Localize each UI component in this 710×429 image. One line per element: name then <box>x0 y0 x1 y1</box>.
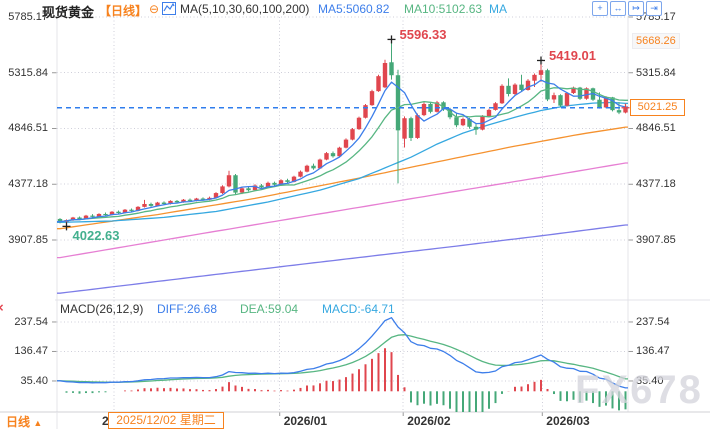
chart-icon[interactable] <box>162 2 176 20</box>
y-axis-label: 5315.84 <box>8 67 48 79</box>
macd-axis-label: 35.40 <box>636 375 664 387</box>
low-price-annotation: 4022.63 <box>72 228 120 244</box>
macd-axis-label: 237.54 <box>14 316 48 328</box>
scroll-latest-icon[interactable]: ↦ <box>628 1 644 16</box>
macd-value: MACD:-64.71 <box>322 302 395 316</box>
period-label: 日线 <box>6 415 31 429</box>
macd-diff-value: DIFF:26.68 <box>157 302 218 316</box>
ma5-value: MA5:5060.82 <box>318 2 390 16</box>
ma10-value: MA10:5102.63 <box>404 2 483 16</box>
period-selector[interactable]: 日线 ▲ <box>6 413 42 429</box>
y-axis-label: 3907.85 <box>8 234 48 246</box>
period-tag: 【日线】 <box>99 4 148 18</box>
high-price-annotation: 5596.33 <box>399 27 447 43</box>
ma-settings-label: MA(5,10,30,60,100,200) <box>180 2 310 16</box>
chart-toolbar: + ↔ ↦ ⇥ <box>592 1 662 16</box>
y-axis-label: 4377.18 <box>8 178 48 190</box>
y-axis-label: 3907.85 <box>636 234 676 246</box>
crosshair-icon[interactable]: + <box>592 1 608 16</box>
fit-width-icon[interactable]: ↔ <box>610 1 626 16</box>
high-price-annotation: 5419.01 <box>549 48 596 64</box>
popout-icon[interactable]: ⇥ <box>646 1 662 16</box>
y-axis-label: 4846.51 <box>8 122 48 134</box>
macd-title: MACD(26,12,9) <box>60 302 144 316</box>
ma30-value-partial: MA <box>489 2 507 16</box>
y-axis-label: 5785.17 <box>636 11 676 23</box>
chevron-up-icon: ▲ <box>33 418 43 428</box>
y-axis-label: 5315.84 <box>636 67 676 79</box>
crosshair-date-badge: 2025/12/02 星期二 <box>108 412 224 429</box>
symbol-title: 现货黄金 <box>42 5 95 20</box>
x-axis-label: 2026/01 <box>283 414 328 428</box>
macd-axis-label: 136.47 <box>14 345 48 357</box>
y-axis-label: 5785.17 <box>8 11 48 23</box>
macd-axis-label: 237.54 <box>636 316 670 328</box>
collapse-icon[interactable]: ⊖ <box>149 2 160 16</box>
y-axis-label: 4846.51 <box>636 122 676 134</box>
current-price-badge: 5021.25 <box>630 99 685 116</box>
macd-axis-label: 136.47 <box>636 345 670 357</box>
macd-axis-label: 35.40 <box>20 375 48 387</box>
indicator-close-icon[interactable]: × <box>0 300 4 315</box>
y-axis-label: 4377.18 <box>636 178 676 190</box>
x-axis-label: 2026/03 <box>546 414 590 428</box>
macd-dea-value: DEA:59.04 <box>240 302 299 316</box>
x-axis-label-fragment: 2 <box>102 414 109 428</box>
x-axis-label: 2026/02 <box>407 414 451 428</box>
previous-high-price-label: 5668.26 <box>632 33 680 49</box>
